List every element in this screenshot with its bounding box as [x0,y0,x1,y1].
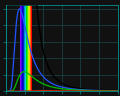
Bar [30,5,31,91]
Bar [25,5,26,91]
Bar [22,5,23,91]
Bar [23,5,24,91]
Bar [27,5,28,91]
Bar [28,5,29,91]
Bar [24,5,25,91]
Bar [20,5,21,91]
Bar [21,5,22,91]
Bar [29,5,30,91]
Bar [31,5,32,91]
Bar [26,5,27,91]
